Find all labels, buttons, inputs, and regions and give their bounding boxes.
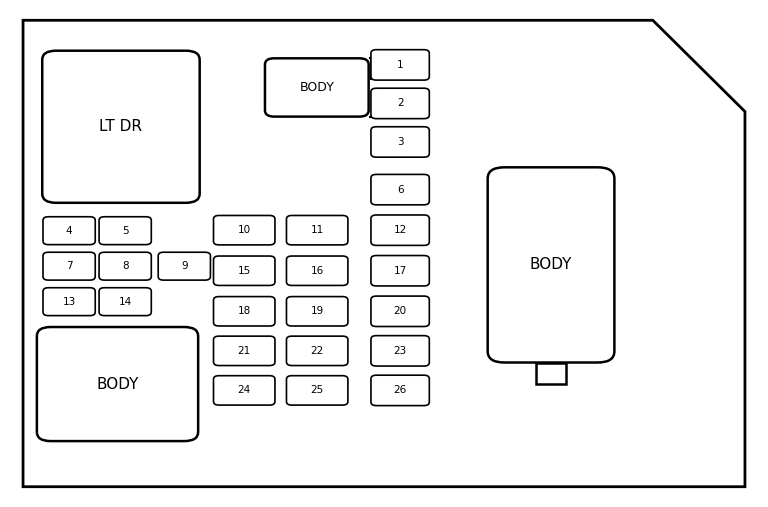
Text: BODY: BODY [96,377,139,391]
FancyBboxPatch shape [286,376,348,405]
FancyBboxPatch shape [99,216,151,244]
Bar [536,363,565,384]
FancyBboxPatch shape [214,376,275,405]
Text: 16: 16 [310,266,324,276]
Text: 10: 10 [237,225,251,235]
FancyBboxPatch shape [214,256,275,285]
FancyBboxPatch shape [37,327,198,441]
Text: 21: 21 [237,346,251,356]
FancyBboxPatch shape [99,287,151,315]
FancyBboxPatch shape [371,174,429,205]
Text: 23: 23 [393,346,407,356]
FancyBboxPatch shape [99,252,151,280]
FancyBboxPatch shape [371,296,429,327]
FancyBboxPatch shape [371,50,429,80]
Text: 1: 1 [397,60,403,70]
Text: 15: 15 [237,266,251,276]
Text: 17: 17 [393,266,407,276]
FancyBboxPatch shape [371,375,429,406]
Text: 26: 26 [393,385,407,395]
Text: 18: 18 [237,306,251,316]
FancyBboxPatch shape [371,336,429,366]
Text: 8: 8 [122,261,128,271]
FancyBboxPatch shape [42,51,200,203]
Text: 19: 19 [310,306,324,316]
FancyBboxPatch shape [286,256,348,285]
Text: 24: 24 [237,385,251,395]
FancyBboxPatch shape [286,215,348,245]
FancyBboxPatch shape [214,215,275,245]
FancyBboxPatch shape [371,88,429,119]
Text: 4: 4 [66,226,72,236]
Text: BODY: BODY [300,81,334,94]
FancyBboxPatch shape [286,336,348,366]
FancyBboxPatch shape [43,216,95,244]
Polygon shape [23,20,745,487]
Text: 6: 6 [397,185,403,195]
FancyBboxPatch shape [286,297,348,326]
FancyBboxPatch shape [371,215,429,245]
Text: 20: 20 [393,306,407,316]
FancyBboxPatch shape [158,252,210,280]
FancyBboxPatch shape [265,58,369,117]
Text: LT DR: LT DR [100,119,142,134]
Text: 14: 14 [118,297,132,307]
FancyBboxPatch shape [43,287,95,315]
FancyBboxPatch shape [214,297,275,326]
Text: 13: 13 [62,297,76,307]
Text: 11: 11 [310,225,324,235]
Text: 22: 22 [310,346,324,356]
FancyBboxPatch shape [43,252,95,280]
Text: 12: 12 [393,225,407,235]
FancyBboxPatch shape [214,336,275,366]
Text: 5: 5 [122,226,128,236]
Text: 2: 2 [397,98,403,108]
Text: 3: 3 [397,137,403,147]
Text: 25: 25 [310,385,324,395]
FancyBboxPatch shape [488,167,614,363]
Text: BODY: BODY [530,258,572,272]
FancyBboxPatch shape [371,256,429,286]
Text: 9: 9 [181,261,187,271]
Text: 7: 7 [66,261,72,271]
FancyBboxPatch shape [371,127,429,157]
